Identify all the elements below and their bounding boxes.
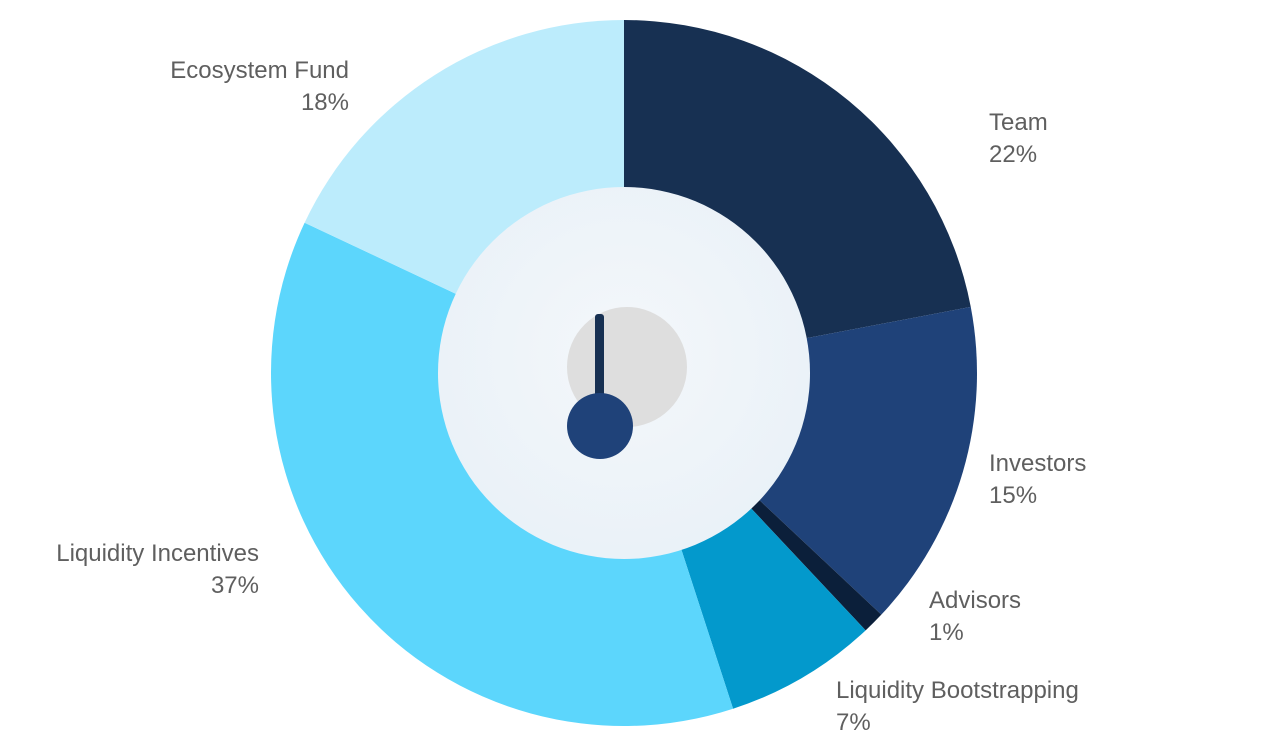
slice-value: 15% — [989, 482, 1038, 509]
slice-label-liquidity-incentives: Liquidity Incentives 37% — [56, 538, 259, 602]
slice-value: 22% — [989, 141, 1038, 168]
slice-label-advisors: Advisors 1% — [929, 585, 1021, 649]
slice-value: 37% — [210, 572, 259, 599]
slice-label-investors: Investors 15% — [989, 448, 1086, 512]
slice-value: 7% — [836, 709, 871, 736]
slice-name: Ecosystem Fund — [170, 57, 349, 84]
slice-name: Liquidity Incentives — [56, 540, 259, 567]
slice-name: Team — [989, 109, 1048, 136]
slice-value: 1% — [929, 619, 964, 646]
slice-name: Liquidity Bootstrapping — [836, 677, 1079, 704]
slice-value: 18% — [300, 89, 349, 116]
slice-label-liquidity-bootstrapping: Liquidity Bootstrapping 7% — [836, 675, 1079, 739]
slice-label-ecosystem-fund: Ecosystem Fund 18% — [170, 55, 349, 119]
slice-label-team: Team 22% — [989, 107, 1048, 171]
hub-knob — [567, 393, 633, 459]
slice-name: Investors — [989, 450, 1087, 477]
slice-name: Advisors — [929, 587, 1022, 614]
